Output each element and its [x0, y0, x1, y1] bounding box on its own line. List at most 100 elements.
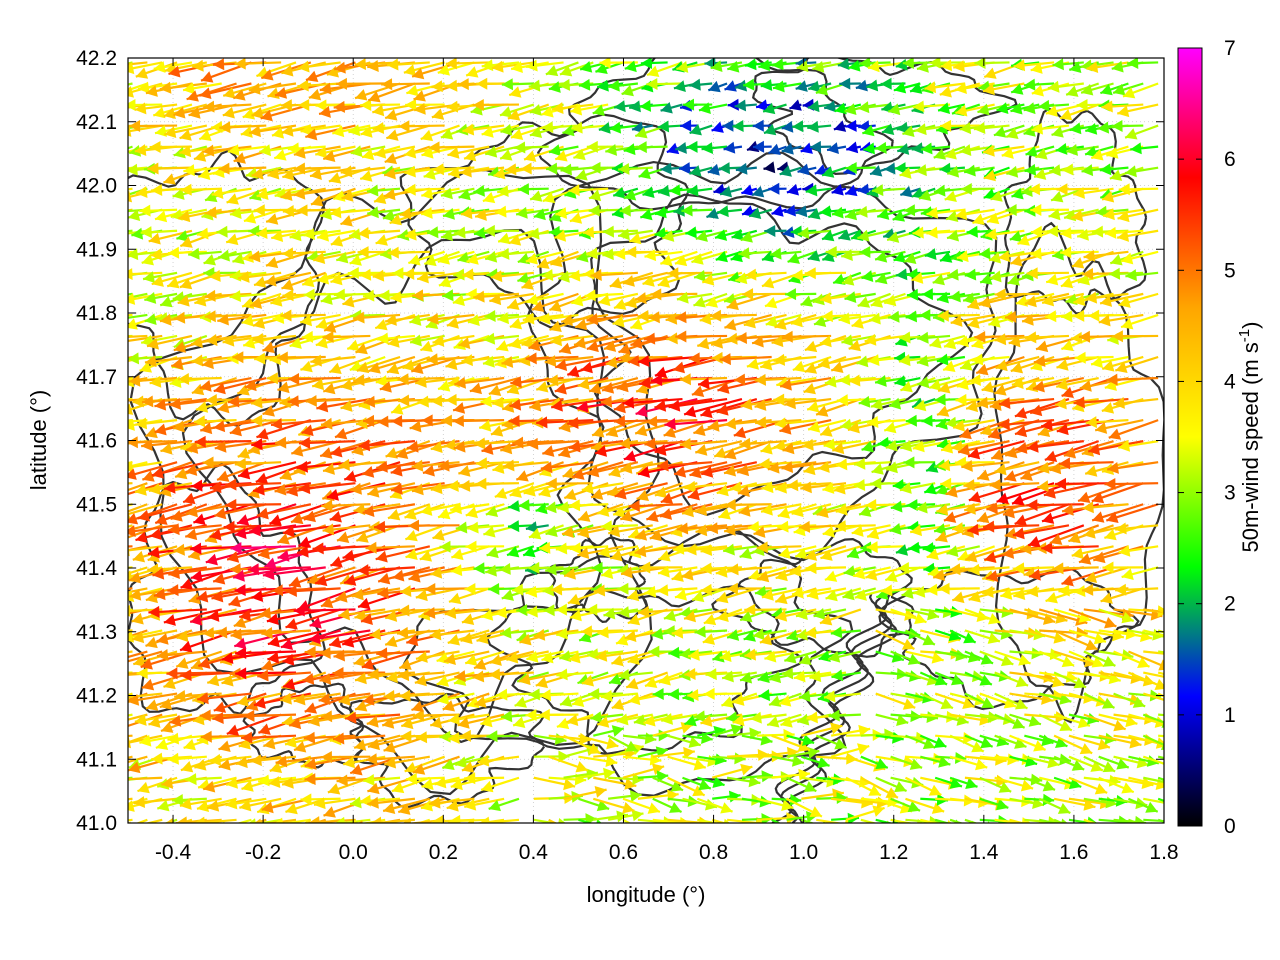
wind-arrow: [356, 355, 401, 374]
wind-arrow: [355, 524, 401, 543]
contour-line: [547, 536, 649, 624]
wind-arrow: [194, 435, 252, 448]
wind-arrow: [750, 711, 787, 724]
wind-arrow: [979, 650, 1014, 667]
wind-arrow: [243, 709, 297, 722]
wind-arrow: [781, 461, 832, 473]
wind-arrow: [367, 482, 416, 498]
wind-arrow: [843, 565, 876, 578]
wind-arrow: [679, 438, 728, 451]
wind-arrow: [926, 545, 966, 560]
wind-arrow: [903, 456, 936, 469]
wind-arrow: [419, 545, 460, 562]
wind-arrow: [998, 397, 1055, 410]
wind-arrow: [860, 776, 899, 799]
wind-arrow: [646, 503, 698, 523]
wind-arrow: [128, 419, 148, 423]
wind-arrow: [128, 482, 148, 492]
wind-arrow: [643, 713, 683, 727]
wind-arrow: [1071, 545, 1114, 560]
wind-arrow: [1055, 477, 1114, 490]
wind-arrow: [830, 743, 870, 758]
y-tick-label: 41.4: [76, 557, 117, 580]
x-tick-label: 1.6: [1059, 841, 1088, 864]
wind-arrow: [1024, 755, 1060, 769]
wind-arrow: [185, 461, 237, 476]
colorbar-tick-label: 6: [1224, 148, 1236, 171]
wind-arrow: [964, 671, 993, 686]
x-tick-label: -0.2: [245, 841, 281, 864]
wind-arrow: [990, 440, 1040, 461]
wind-arrow: [1068, 776, 1108, 795]
y-tick-label: 42.0: [76, 175, 117, 198]
wind-arrow: [450, 502, 490, 515]
wind-arrow: [815, 398, 862, 417]
wind-arrow: [563, 768, 599, 781]
wind-arrow: [223, 520, 282, 533]
wind-arrow: [336, 774, 386, 787]
wind-arrow: [319, 440, 371, 459]
wind-arrow: [807, 419, 847, 433]
wind-arrow: [786, 746, 820, 759]
wind-arrow: [362, 503, 416, 517]
wind-arrow: [128, 671, 133, 674]
wind-arrow: [512, 436, 564, 449]
wind-arrow: [251, 414, 297, 427]
wind-arrow: [652, 746, 695, 759]
wind-arrow: [609, 545, 654, 562]
wind-arrow: [957, 440, 1010, 456]
wind-arrow: [566, 713, 609, 727]
wind-arrow: [578, 755, 618, 768]
wind-arrow: [569, 542, 609, 555]
wind-arrow: [533, 628, 579, 641]
wind-arrow: [536, 416, 594, 429]
wind-arrow: [934, 776, 963, 789]
wind-arrow: [494, 482, 535, 499]
wind-arrow: [213, 376, 267, 395]
wind-arrow: [815, 734, 848, 750]
wind-arrow: [660, 712, 698, 725]
wind-arrow: [905, 797, 945, 814]
wind-arrow: [964, 608, 1001, 625]
wind-arrow: [508, 414, 564, 427]
wind-arrow: [727, 563, 772, 576]
wind-arrow: [226, 545, 282, 563]
colorbar-tick-label: 5: [1224, 259, 1236, 282]
wind-arrow: [936, 398, 981, 417]
wind-arrow: [1142, 692, 1164, 701]
wind-arrow: [622, 797, 661, 814]
wind-arrow: [446, 797, 490, 812]
wind-arrow: [703, 687, 742, 700]
wind-arrow: [448, 587, 490, 605]
wind-arrow: [237, 461, 297, 480]
wind-arrow: [890, 797, 921, 813]
wind-arrow: [1082, 501, 1129, 514]
wind-arrow: [277, 376, 327, 394]
wind-arrow: [444, 607, 490, 619]
wind-arrow: [293, 692, 341, 706]
wind-arrow: [1038, 797, 1071, 814]
wind-arrow: [338, 692, 386, 706]
wind-arrow: [1014, 503, 1070, 526]
wind-arrow: [225, 776, 267, 789]
wind-arrow: [357, 564, 415, 577]
wind-arrow: [464, 772, 505, 785]
wind-arrow: [545, 477, 594, 490]
wind-arrow: [270, 418, 326, 430]
wind-arrow: [656, 584, 698, 597]
wind-arrow: [578, 767, 616, 780]
wind-arrow: [597, 626, 638, 639]
wind-arrow: [1053, 755, 1085, 771]
wind-arrow: [1098, 608, 1135, 624]
wind-arrow: [919, 692, 954, 710]
wind-arrow: [128, 524, 178, 537]
wind-arrow: [1113, 692, 1146, 708]
wind-arrow: [756, 797, 794, 812]
wind-arrow: [411, 459, 460, 472]
x-tick-label: 0.2: [429, 841, 458, 864]
wind-arrow: [858, 395, 891, 408]
wind-arrow: [781, 667, 817, 680]
wind-arrow: [1118, 439, 1159, 452]
wind-arrow: [232, 351, 282, 364]
wind-arrow: [414, 671, 460, 687]
